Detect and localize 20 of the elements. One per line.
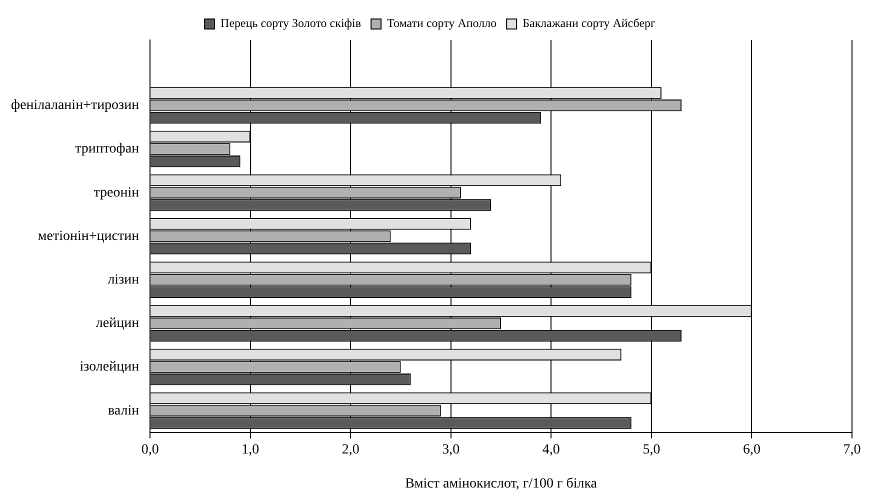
y-tick-label: ізолейцин xyxy=(80,360,140,375)
y-tick-label: лейцин xyxy=(96,316,140,332)
x-tick-label: 3,0 xyxy=(442,442,460,458)
x-tick-label: 5,0 xyxy=(642,442,660,458)
y-tick-label: лізин xyxy=(108,272,140,288)
y-tick-label: валін xyxy=(108,403,140,418)
x-axis-title: Вміст амінокислот, г/100 г білка xyxy=(405,476,598,492)
y-tick-label: треонін xyxy=(94,185,140,200)
legend-label: Перець сорту Золото скіфів xyxy=(220,16,362,30)
legend-label: Томати сорту Аполло xyxy=(387,16,497,30)
x-tick-label: 4,0 xyxy=(542,442,560,458)
y-tick-label: метіонін+цистин xyxy=(38,228,140,244)
y-tick-label: триптофан xyxy=(75,142,140,157)
x-tick-label: 6,0 xyxy=(742,442,760,458)
x-tick-label: 7,0 xyxy=(843,442,861,458)
y-tick-label: фенілаланін+тирозин xyxy=(10,98,140,114)
x-tick-label: 0,0 xyxy=(141,442,159,458)
legend-label: Баклажани сорту Айсберг xyxy=(522,16,656,30)
x-tick-label: 1,0 xyxy=(242,442,260,458)
x-tick-label: 2,0 xyxy=(342,442,360,458)
